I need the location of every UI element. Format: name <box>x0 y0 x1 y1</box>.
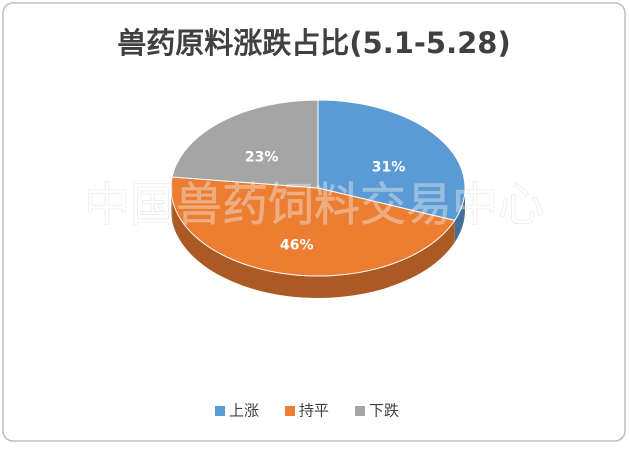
legend-swatch <box>285 406 295 416</box>
data-label: 46% <box>280 237 314 253</box>
legend-label: 持平 <box>299 402 329 420</box>
data-label: 23% <box>245 150 279 166</box>
slice-side <box>454 188 465 243</box>
watermark: 中国兽药饲料交易中心 <box>84 178 544 232</box>
slice <box>170 176 456 277</box>
legend-label: 上涨 <box>229 402 259 420</box>
data-label: 31% <box>372 159 406 175</box>
slice-side <box>171 188 455 299</box>
slice <box>317 99 466 221</box>
legend-label: 下跌 <box>369 402 399 420</box>
slice <box>171 99 319 189</box>
legend-swatch <box>355 406 365 416</box>
legend-swatch <box>215 406 225 416</box>
chart-title: 兽药原料涨跌占比(5.1-5.28) <box>117 26 510 60</box>
